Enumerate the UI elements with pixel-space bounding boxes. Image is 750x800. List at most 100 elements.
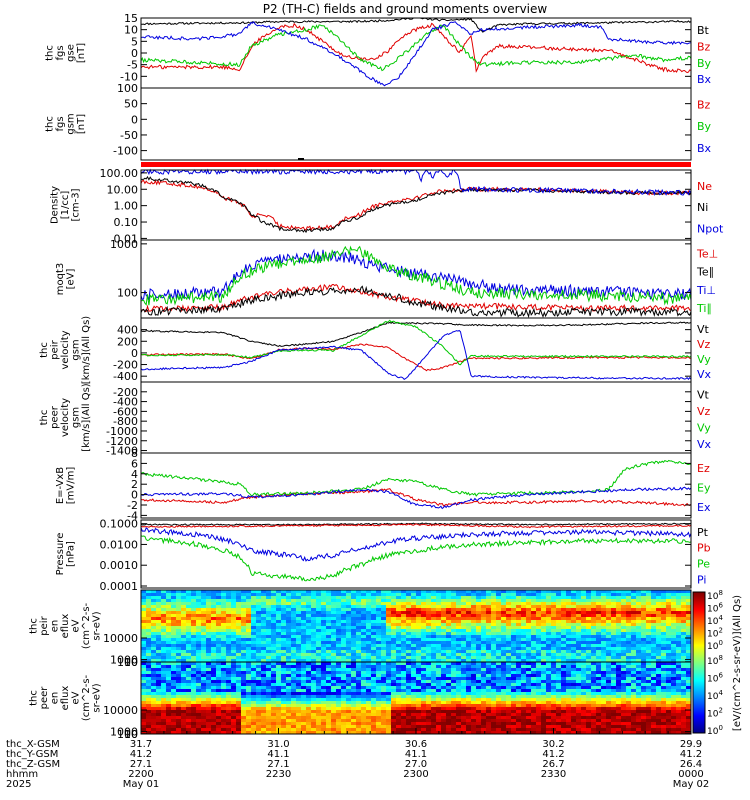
- spectrogram-cell: [666, 608, 672, 612]
- spectrogram-cell: [451, 593, 457, 597]
- spectrogram-cell: [241, 653, 247, 657]
- spectrogram-cell: [551, 602, 557, 606]
- spectrogram-cell: [141, 722, 147, 726]
- spectrogram-cell: [431, 668, 437, 672]
- spectrogram-cell: [491, 728, 497, 732]
- spectrogram-cell: [241, 614, 247, 618]
- spectrogram-cell: [241, 698, 247, 702]
- spectrogram-cell: [226, 701, 232, 705]
- spectrogram-cell: [351, 590, 357, 594]
- spectrogram-cell: [486, 686, 492, 690]
- spectrogram-cell: [341, 692, 347, 696]
- spectrogram-cell: [371, 620, 377, 624]
- series-fgs-gse-4: [140, 20, 692, 87]
- spectrogram-cell: [446, 698, 452, 702]
- spectrogram-cell: [146, 731, 152, 735]
- spectrogram-cell: [176, 722, 182, 726]
- spectrogram-cell: [321, 662, 327, 666]
- spectrogram-cell: [651, 608, 657, 612]
- spectrogram-cell: [666, 602, 672, 606]
- spectrogram-cell: [281, 725, 287, 729]
- spectrogram-cell: [541, 683, 547, 687]
- spectrogram-cell: [541, 677, 547, 681]
- spectrogram-cell: [261, 716, 267, 720]
- spectrogram-cell: [616, 605, 622, 609]
- spectrogram-cell: [246, 686, 252, 690]
- spectrogram-cell: [326, 716, 332, 720]
- spectrogram-cell: [156, 698, 162, 702]
- spectrogram-cell: [341, 614, 347, 618]
- spectrogram-cell: [356, 710, 362, 714]
- spectrogram-cell: [631, 614, 637, 618]
- spectrogram-cell: [571, 626, 577, 630]
- spectrogram-cell: [456, 599, 462, 603]
- spectrogram-cell: [271, 647, 277, 651]
- spectrogram-cell: [491, 653, 497, 657]
- spectrogram-cell: [581, 674, 587, 678]
- spectrogram-cell: [436, 668, 442, 672]
- spectrogram-cell: [351, 725, 357, 729]
- spectrogram-cell: [236, 623, 242, 627]
- spectrogram-cell: [496, 593, 502, 597]
- spectrogram-cell: [511, 680, 517, 684]
- spectrogram-cell: [321, 674, 327, 678]
- spectrogram-cell: [206, 671, 212, 675]
- spectrogram-cell: [646, 629, 652, 633]
- spectrogram-cell: [321, 719, 327, 723]
- spectrogram-cell: [506, 602, 512, 606]
- spectrogram-cell: [511, 722, 517, 726]
- spectrogram-cell: [371, 722, 377, 726]
- spectrogram-cell: [176, 686, 182, 690]
- spectrogram-cell: [211, 632, 217, 636]
- spectrogram-cell: [161, 665, 167, 669]
- spectrogram-cell: [261, 614, 267, 618]
- spectrogram-cell: [346, 629, 352, 633]
- spectrogram-cell: [681, 611, 687, 615]
- spectrogram-cell: [171, 620, 177, 624]
- spectrogram-cell: [526, 689, 532, 693]
- spectrogram-cell: [311, 611, 317, 615]
- spectrogram-cell: [261, 638, 267, 642]
- spectrogram-cell: [496, 659, 502, 663]
- spectrogram-cell: [151, 713, 157, 717]
- spectrogram-cell: [521, 626, 527, 630]
- spectrogram-cell: [491, 719, 497, 723]
- spectrogram-cell: [361, 599, 367, 603]
- spectrogram-cell: [276, 605, 282, 609]
- spectrogram-cell: [271, 632, 277, 636]
- spectrogram-cell: [331, 593, 337, 597]
- spectrogram-cell: [561, 650, 567, 654]
- spectrogram-cell: [276, 662, 282, 666]
- spectrogram-cell: [346, 599, 352, 603]
- spectrogram-cell: [301, 638, 307, 642]
- spectrogram-cell: [596, 650, 602, 654]
- spectrogram-cell: [226, 698, 232, 702]
- spectrogram-cell: [281, 593, 287, 597]
- spectrogram-cell: [361, 665, 367, 669]
- spectrogram-cell: [356, 698, 362, 702]
- spectrogram-cell: [236, 656, 242, 660]
- spectrogram-cell: [301, 668, 307, 672]
- spectrogram-cell: [386, 674, 392, 678]
- spectrogram-cell: [371, 692, 377, 696]
- spectrogram-cell: [206, 599, 212, 603]
- spectrogram-cell: [561, 722, 567, 726]
- spectrogram-cell: [156, 683, 162, 687]
- spectrogram-cell: [191, 668, 197, 672]
- spectrogram-cell: [471, 605, 477, 609]
- spectrogram-cell: [151, 590, 157, 594]
- spectrogram-cell: [146, 704, 152, 708]
- spectrogram-cell: [436, 686, 442, 690]
- spectrogram-cell: [686, 650, 692, 654]
- spectrogram-cell: [501, 731, 507, 735]
- spectrogram-cell: [601, 647, 607, 651]
- spectrogram-cell: [266, 599, 272, 603]
- spectrogram-cell: [331, 686, 337, 690]
- spectrogram-cell: [346, 683, 352, 687]
- spectrogram-cell: [486, 608, 492, 612]
- spectrogram-cell: [296, 647, 302, 651]
- spectrogram-cell: [306, 662, 312, 666]
- spectrogram-cell: [456, 671, 462, 675]
- spectrogram-cell: [461, 701, 467, 705]
